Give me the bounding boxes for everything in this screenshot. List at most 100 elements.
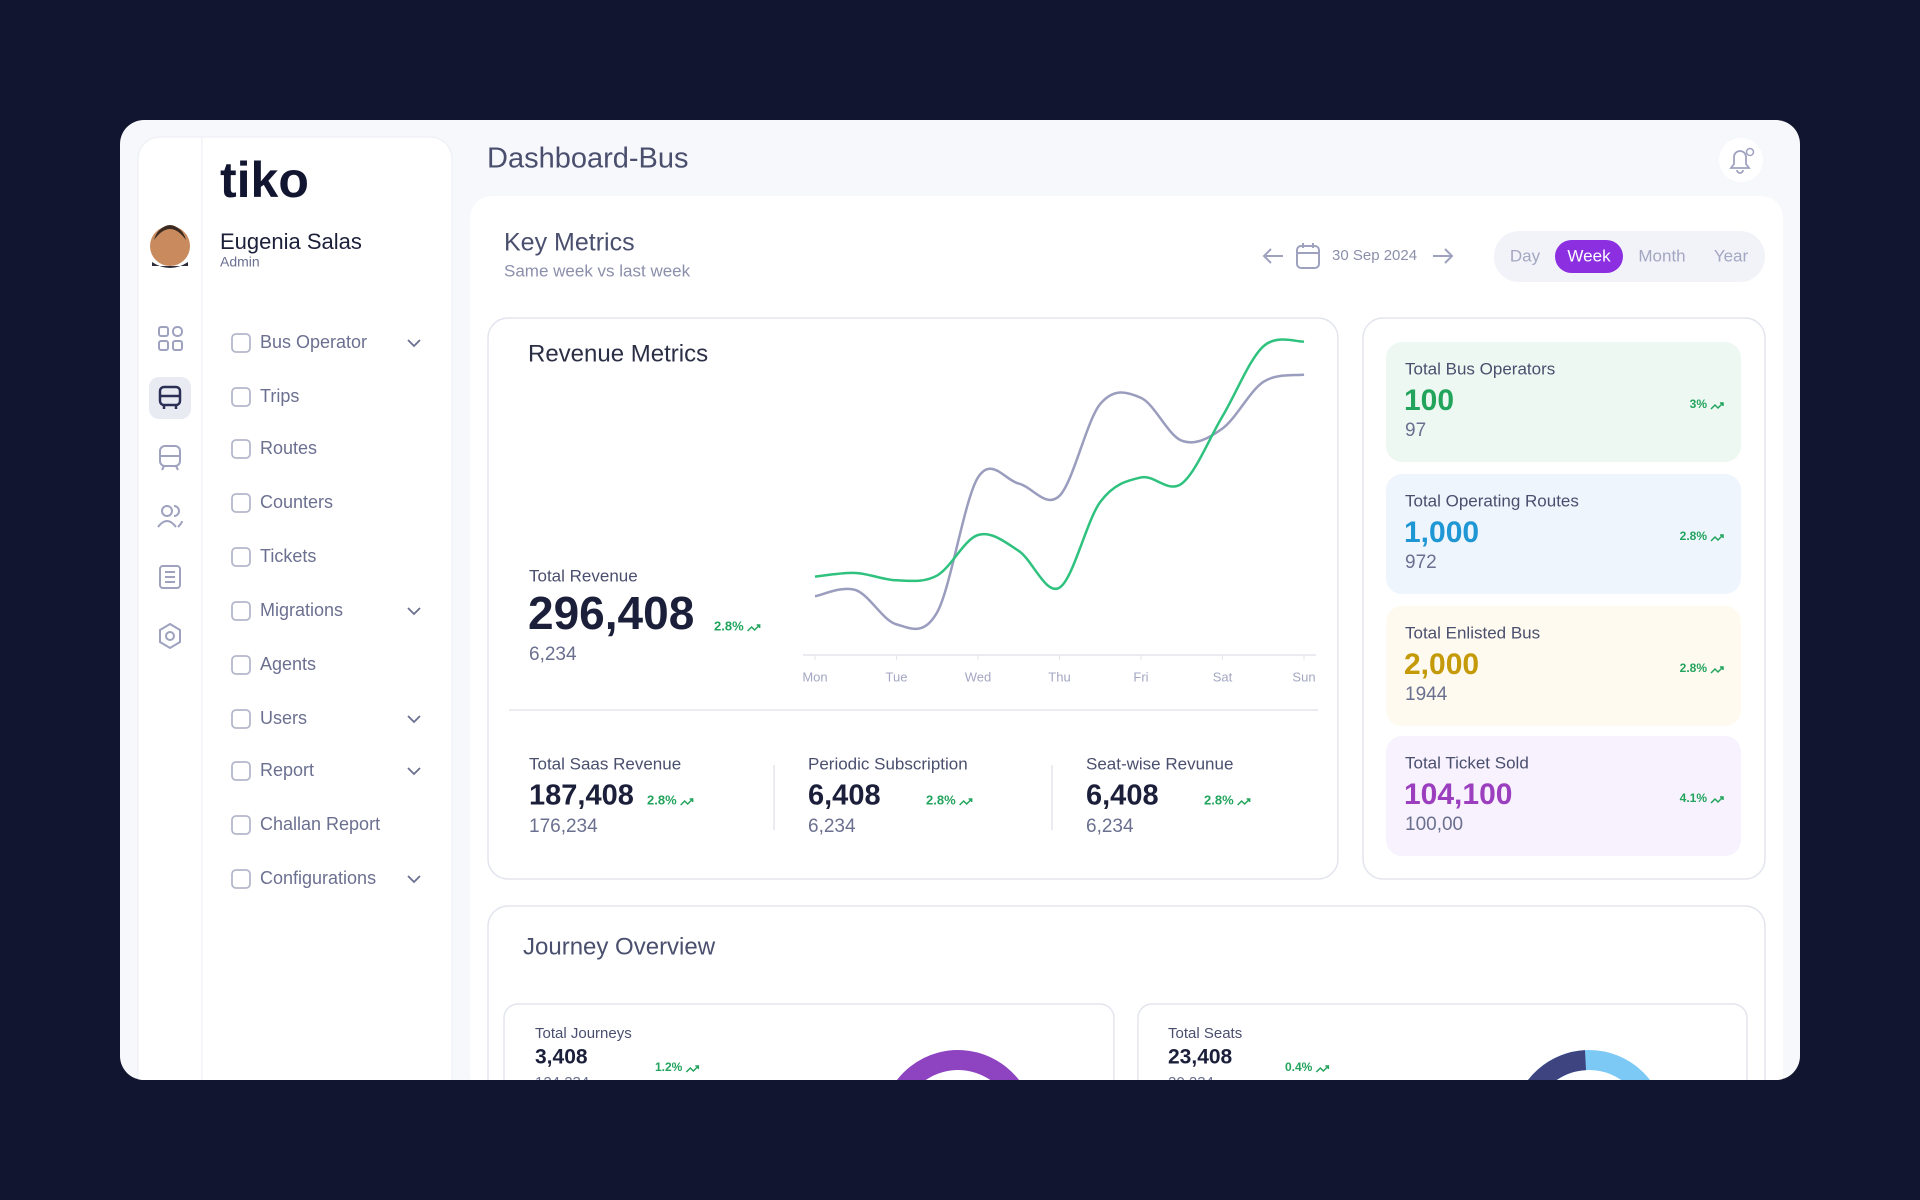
metric-previous: 6,234 — [529, 644, 577, 665]
journey-metrics: Total Journeys 3,408 1.2% 124,234 Total Seat… — [535, 1025, 1330, 1080]
rail-train[interactable] — [159, 445, 181, 471]
nav-item[interactable]: Challan Report — [231, 814, 380, 835]
tile-previous: 97 — [1405, 420, 1426, 441]
logo: tiko — [220, 152, 309, 208]
chevron — [407, 339, 421, 348]
journeys-donut — [880, 1049, 1035, 1080]
period-label: Year — [1714, 246, 1749, 265]
period-option[interactable]: Year — [1714, 246, 1749, 265]
revenue-line — [814, 338, 1305, 591]
metric-previous: 6,234 — [1086, 816, 1134, 837]
icon-rail[interactable] — [149, 326, 191, 650]
revenue-card — [487, 317, 1339, 880]
avatar — [150, 225, 190, 268]
nav-item[interactable]: Trips — [231, 386, 299, 407]
trend-icon — [685, 1065, 700, 1073]
tile-previous: 1944 — [1405, 684, 1448, 705]
trend-icon — [1237, 798, 1251, 806]
trend-icon — [959, 798, 973, 806]
tile-bg — [1386, 606, 1741, 726]
period-label: Day — [1510, 246, 1541, 265]
chevron — [407, 715, 421, 724]
nav-icon — [231, 655, 251, 675]
nav-label: Report — [260, 760, 314, 780]
change-percent: 0.4% — [1285, 1060, 1313, 1074]
nav-icon — [231, 815, 251, 835]
trend-icon — [1710, 796, 1724, 804]
metric-value: 3,408 — [535, 1046, 588, 1069]
summary-tile: Total Enlisted Bus 2,000 2.8% 1944 — [1386, 606, 1741, 726]
x-tick-label: Sun — [1292, 669, 1315, 684]
date-label[interactable]: 30 Sep 2024 — [1332, 247, 1417, 264]
revenue-metrics: Total Revenue 296,408 2.8% 6,234 Total Saas … — [528, 566, 1251, 837]
nav-item[interactable]: Routes — [231, 438, 317, 459]
metric-label: Total Seats — [1168, 1025, 1242, 1042]
nav-icon — [231, 439, 251, 459]
section-title: Key Metrics — [504, 229, 635, 257]
nav-item[interactable]: Users — [231, 708, 421, 729]
metric-value: 6,408 — [1086, 780, 1159, 812]
journey-card — [487, 905, 1766, 1080]
nav-item[interactable]: Tickets — [231, 546, 316, 567]
date-nav — [1262, 243, 1454, 269]
period-label: Week — [1567, 246, 1611, 265]
trend-icon — [1710, 666, 1724, 674]
trend-icon — [680, 798, 694, 806]
change-percent: 4.1% — [1680, 791, 1708, 805]
nav-menu: Bus Operator Trips Routes Counters Tickets Mi… — [231, 332, 421, 889]
metric-previous: 176,234 — [529, 816, 598, 837]
tile-label: Total Enlisted Bus — [1405, 623, 1540, 642]
trend-icon — [1710, 402, 1724, 410]
metric-value: 296,408 — [528, 587, 694, 639]
rail-active-bg — [149, 377, 191, 419]
sidebar — [137, 136, 453, 1080]
nav-icon — [231, 493, 251, 513]
rail-list[interactable] — [159, 565, 181, 589]
chevron — [407, 607, 421, 616]
x-tick-label: Sat — [1213, 669, 1233, 684]
tile-value: 100 — [1404, 384, 1454, 417]
nav-item[interactable]: Counters — [231, 492, 333, 513]
summary-tile: Total Bus Operators 100 3% 97 — [1386, 342, 1741, 462]
app-window: tiko Eugenia Salas Admin Bus Operator Tri… — [120, 120, 1800, 1080]
nav-item[interactable]: Report — [231, 760, 421, 781]
period-options: Day Week Month Year — [1510, 240, 1749, 273]
nav-label: Challan Report — [260, 814, 380, 834]
notification-button[interactable] — [1719, 138, 1763, 182]
chevron — [407, 875, 421, 884]
nav-item[interactable]: Configurations — [231, 868, 421, 889]
period-option[interactable]: Week — [1555, 240, 1623, 273]
nav-label: Trips — [260, 386, 299, 406]
nav-label: Agents — [260, 654, 316, 674]
nav-item[interactable]: Bus Operator — [231, 332, 421, 353]
nav-item[interactable]: Migrations — [231, 600, 421, 621]
trend-icon — [1710, 534, 1724, 542]
next-date[interactable] — [1433, 248, 1454, 264]
period-option[interactable]: Month — [1638, 246, 1685, 265]
summary-tiles: Total Bus Operators 100 3% 97 Total Operatin… — [1386, 342, 1741, 856]
metric-label: Total Journeys — [535, 1025, 632, 1042]
x-tick-label: Thu — [1048, 669, 1070, 684]
rail-settings[interactable] — [159, 622, 181, 650]
tile-label: Total Ticket Sold — [1405, 753, 1529, 772]
card-title: Journey Overview — [523, 933, 716, 960]
nav-icon — [231, 547, 251, 567]
page-title: Dashboard-Bus — [487, 143, 689, 175]
prev-date[interactable] — [1262, 248, 1283, 264]
nav-item[interactable]: Agents — [231, 654, 316, 675]
nav-label: Migrations — [260, 600, 343, 620]
trend-icon — [747, 624, 761, 632]
period-option[interactable]: Day — [1510, 246, 1541, 265]
change-percent: 1.2% — [655, 1060, 683, 1074]
rail-bus[interactable] — [158, 385, 182, 409]
calendar-icon[interactable] — [1296, 243, 1320, 269]
card-title: Revenue Metrics — [528, 340, 708, 367]
chevron — [407, 767, 421, 776]
rail-users[interactable] — [157, 505, 183, 528]
change-percent: 2.8% — [1680, 529, 1708, 543]
rail-dashboard[interactable] — [158, 326, 183, 351]
x-tick-label: Fri — [1133, 669, 1148, 684]
metric-value: 23,408 — [1168, 1046, 1233, 1069]
tile-bg — [1386, 736, 1741, 856]
